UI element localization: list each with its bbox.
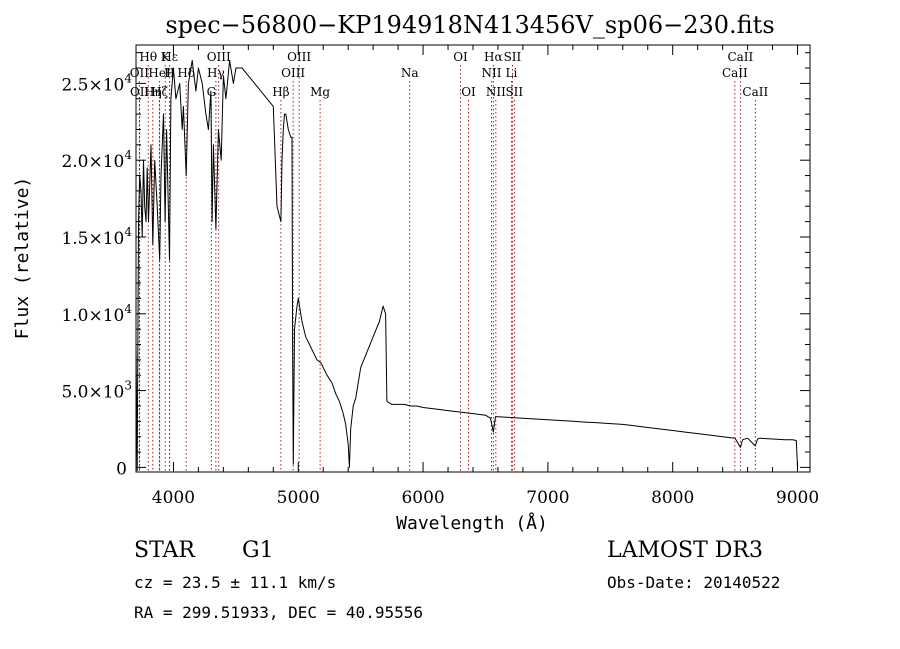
line-label-20: Hα xyxy=(484,50,503,64)
plot-frame xyxy=(135,44,811,473)
x-tick-label-7000: 7000 xyxy=(526,488,569,508)
x-tick-label-4000: 4000 xyxy=(152,488,195,508)
survey-name: LAMOST DR3 xyxy=(607,538,763,563)
line-label-28: CaII xyxy=(742,85,768,99)
y-tick-label-15000: 1.5×104 xyxy=(61,225,132,249)
line-label-4: Hε xyxy=(161,50,178,64)
line-label-17: Na xyxy=(401,66,419,80)
line-label-13: Hβ xyxy=(272,85,289,99)
line-label-3: K xyxy=(161,50,171,64)
line-label-7: H xyxy=(164,66,174,80)
obs-date-line: Obs-Date: 20140522 xyxy=(607,573,781,592)
x-tick-label-8000: 8000 xyxy=(651,488,694,508)
line-label-26: CaII xyxy=(727,50,753,64)
line-label-19: OI xyxy=(461,85,476,99)
chart-title: spec−56800−KP194918N413456V_sp06−230.fit… xyxy=(165,11,774,39)
y-tick-label-20000: 2.0×104 xyxy=(61,148,132,172)
line-label-25: SII xyxy=(505,85,523,99)
line-label-8: Hζ xyxy=(151,85,168,99)
x-axis-ticks: 4000 5000 6000 7000 8000 9000 xyxy=(152,45,819,508)
y-tick-label-0: 0 xyxy=(116,459,127,479)
x-tick-label-9000: 9000 xyxy=(776,488,819,508)
y-tick-label-10000: 1.0×104 xyxy=(61,302,132,326)
line-label-18: OI xyxy=(453,50,468,64)
line-label-2: OII xyxy=(130,85,150,99)
line-label-16: Mg xyxy=(310,85,330,99)
line-label-15: OIII xyxy=(281,66,305,80)
line-label-9: Hδ xyxy=(177,66,195,80)
y-axis-ticks: 0 5.0×103 1.0×104 1.5×104 2.0×104 2.5×104 xyxy=(61,52,810,479)
line-label-27: CaII xyxy=(722,66,748,80)
emission-line-markers xyxy=(138,65,756,472)
x-axis-label: Wavelength (Å) xyxy=(396,512,548,534)
line-label-6: HeI xyxy=(148,66,171,80)
x-tick-label-6000: 6000 xyxy=(401,488,444,508)
object-class: STAR xyxy=(134,538,195,563)
line-label-21: NII xyxy=(481,66,501,80)
line-label-11: Hγ xyxy=(207,66,225,80)
line-label-1: OII xyxy=(130,66,150,80)
line-label-0: Hθ xyxy=(139,50,157,64)
coordinates-line: RA = 299.51933, DEC = 40.95556 xyxy=(134,603,423,622)
y-tick-label-25000: 2.5×104 xyxy=(61,71,132,95)
x-tick-label-5000: 5000 xyxy=(277,488,320,508)
spectrum-line xyxy=(135,59,798,471)
line-label-23: SII xyxy=(504,50,522,64)
line-label-10: OIII xyxy=(207,50,231,64)
y-axis-label: Flux (relative) xyxy=(12,177,33,340)
line-label-24: Li xyxy=(506,66,518,80)
y-tick-label-5000: 5.0×103 xyxy=(61,379,132,403)
line-label-5: Hη xyxy=(144,85,162,99)
line-label-14: OIII xyxy=(287,50,311,64)
object-subclass: G1 xyxy=(242,538,274,563)
line-label-22: NII xyxy=(486,85,506,99)
redshift-line: cz = 23.5 ± 11.1 km/s xyxy=(134,573,337,592)
